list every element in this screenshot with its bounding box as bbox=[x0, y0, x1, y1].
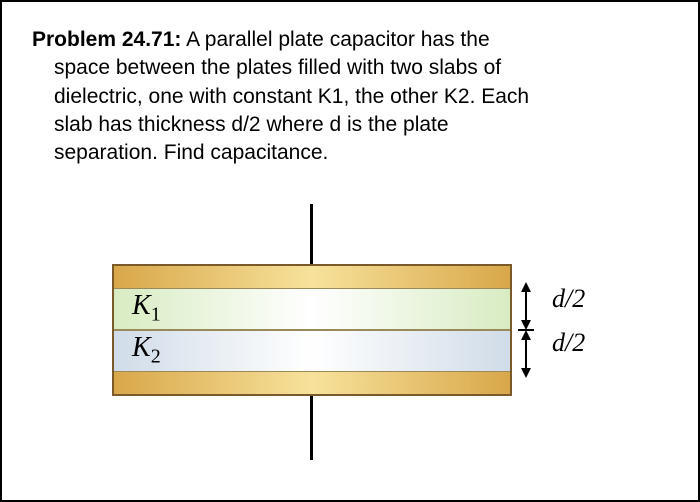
problem-line4: slab has thickness d/2 where d is the pl… bbox=[32, 111, 668, 139]
dim-label-1: d/2 bbox=[552, 284, 585, 314]
problem-line3: dielectric, one with constant K1, the ot… bbox=[32, 83, 668, 111]
problem-label: Problem 24.71: bbox=[32, 28, 181, 51]
problem-line1: A parallel plate capacitor has the bbox=[186, 28, 490, 51]
bottom-plate bbox=[114, 372, 510, 394]
slab-k2: K2 bbox=[114, 330, 510, 372]
problem-line2: space between the plates filled with two… bbox=[32, 54, 668, 82]
k2-label: K2 bbox=[132, 332, 161, 369]
dim-label-2: d/2 bbox=[552, 328, 585, 358]
top-wire bbox=[310, 204, 313, 266]
problem-text: Problem 24.71: A parallel plate capacito… bbox=[32, 26, 668, 168]
capacitor-diagram: K1 K2 d/2 d/2 bbox=[62, 196, 642, 496]
top-plate bbox=[114, 266, 510, 288]
bottom-wire bbox=[310, 396, 313, 460]
slab-k1: K1 bbox=[114, 288, 510, 330]
k1-label: K1 bbox=[132, 290, 161, 327]
problem-line5: separation. Find capacitance. bbox=[32, 139, 668, 167]
capacitor-stack: K1 K2 bbox=[112, 264, 512, 396]
